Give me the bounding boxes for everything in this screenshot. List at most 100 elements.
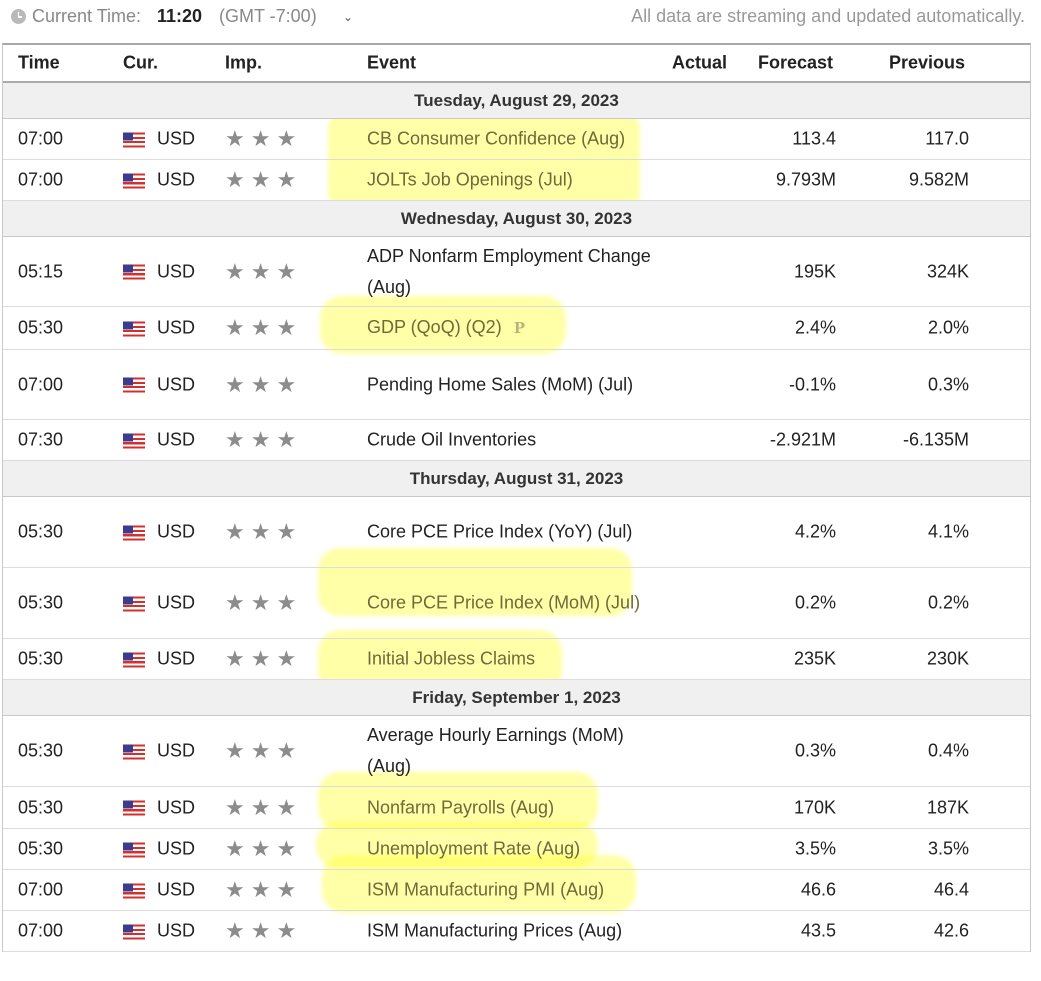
timezone-selector[interactable]: (GMT -7:00): [219, 6, 317, 26]
importance-stars-icon: ★★★: [225, 167, 303, 192]
event-name-text[interactable]: GDP (QoQ) (Q2): [367, 317, 502, 337]
event-forecast: 4.2%: [794, 521, 836, 542]
event-name[interactable]: CB Consumer Confidence (Aug): [367, 124, 657, 155]
table-row[interactable]: 05:30 USD ★★★ Core PCE Price Index (MoM) (J…: [3, 568, 1030, 639]
event-previous: 0.4%: [927, 740, 969, 761]
event-forecast: 0.2%: [794, 592, 836, 613]
importance-stars-icon: ★★★: [225, 126, 303, 151]
importance-stars-icon: ★★★: [225, 427, 303, 452]
event-previous: 324K: [926, 261, 969, 281]
table-row[interactable]: 07:30 USD ★★★ Crude Oil Inventories -2.921M -…: [3, 420, 1030, 461]
importance-stars-icon: ★★★: [225, 519, 303, 544]
us-flag-icon-shape: [123, 652, 145, 668]
event-forecast: 43.5: [800, 920, 836, 941]
us-flag-icon: [123, 522, 145, 543]
event-currency: USD: [157, 797, 196, 817]
event-name-text[interactable]: Average Hourly Earnings (MoM) (Aug): [367, 725, 624, 776]
us-flag-icon: [123, 170, 145, 191]
event-name[interactable]: Pending Home Sales (MoM) (Jul): [367, 369, 657, 400]
event-name[interactable]: Nonfarm Payrolls (Aug): [367, 792, 657, 823]
table-row[interactable]: 05:30 USD ★★★ Average Hourly Earnings (MoM)…: [3, 716, 1030, 787]
importance-stars-icon: ★★★: [225, 836, 303, 861]
event-previous: 2.0%: [927, 317, 969, 338]
streaming-note: All data are streaming and updated autom…: [631, 6, 1025, 26]
event-previous: 42.6: [933, 920, 969, 941]
us-flag-icon: [123, 797, 145, 818]
event-name[interactable]: Initial Jobless Claims: [367, 644, 657, 675]
event-forecast: 3.5%: [794, 838, 836, 859]
event-name-text[interactable]: ISM Manufacturing Prices (Aug): [367, 920, 623, 941]
event-currency: USD: [157, 879, 196, 900]
event-name[interactable]: Average Hourly Earnings (MoM) (Aug): [367, 720, 657, 782]
event-name-text[interactable]: CB Consumer Confidence (Aug): [367, 128, 626, 149]
event-currency: USD: [157, 317, 196, 338]
us-flag-icon: [123, 374, 145, 395]
event-currency: USD: [157, 592, 196, 613]
event-name[interactable]: Unemployment Rate (Aug): [367, 834, 657, 865]
us-flag-icon-shape: [123, 924, 145, 940]
table-row[interactable]: 05:30 USD ★★★ Initial Jobless Claims 235K 230…: [3, 639, 1030, 680]
event-time: 07:30: [18, 429, 64, 450]
current-time-label: Current Time:: [32, 6, 142, 26]
event-name-text[interactable]: Crude Oil Inventories: [367, 429, 537, 450]
event-name-text[interactable]: Core PCE Price Index (YoY) (Jul): [367, 521, 633, 542]
day-header: Wednesday, August 30, 2023: [3, 201, 1030, 237]
us-flag-icon-shape: [123, 842, 145, 858]
chevron-down-icon[interactable]: ⌄: [343, 10, 354, 24]
event-previous: 230K: [926, 648, 969, 669]
event-name[interactable]: Crude Oil Inventories: [367, 425, 657, 456]
clock-icon: [11, 9, 26, 24]
event-time: 05:30: [18, 521, 64, 542]
table-row[interactable]: 05:30 USD ★★★ GDP (QoQ) (Q2) P 2.4% 2.0%: [3, 307, 1030, 350]
us-flag-icon-shape: [123, 744, 145, 760]
importance-stars-icon: ★★★: [225, 258, 303, 284]
us-flag-icon-shape: [123, 883, 145, 899]
event-currency: USD: [157, 374, 196, 394]
us-flag-icon: [123, 129, 145, 150]
importance-stars-icon: ★★★: [225, 371, 303, 397]
event-name[interactable]: ISM Manufacturing PMI (Aug): [367, 875, 657, 906]
event-time: 05:30: [18, 648, 64, 669]
event-name[interactable]: Core PCE Price Index (MoM) (Jul): [367, 588, 657, 619]
table-row[interactable]: 07:00 USD ★★★ CB Consumer Confidence (Aug) 1…: [3, 119, 1030, 160]
event-name-text[interactable]: Initial Jobless Claims: [367, 648, 536, 669]
header-currency: Cur.: [123, 52, 159, 73]
event-name-text[interactable]: ADP Nonfarm Employment Change (Aug): [367, 245, 651, 297]
importance-stars-icon: ★★★: [225, 794, 303, 820]
event-currency: USD: [157, 521, 196, 542]
event-name-text[interactable]: Nonfarm Payrolls (Aug): [367, 797, 555, 817]
event-currency: USD: [157, 740, 196, 761]
event-name[interactable]: JOLTs Job Openings (Jul): [367, 165, 657, 196]
day-header: Thursday, August 31, 2023: [3, 461, 1030, 497]
event-name[interactable]: GDP (QoQ) (Q2) P: [367, 312, 657, 344]
table-row[interactable]: 05:15 USD ★★★ ADP Nonfarm Employment Change…: [3, 237, 1030, 307]
event-previous: 4.1%: [927, 521, 969, 542]
table-row[interactable]: 05:30 USD ★★★ Nonfarm Payrolls (Aug) 170K 187…: [3, 787, 1030, 829]
importance-stars-icon: ★★★: [225, 918, 303, 943]
event-name-text[interactable]: JOLTs Job Openings (Jul): [367, 169, 573, 190]
table-row[interactable]: 07:00 USD ★★★ ISM Manufacturing PMI (Aug) 46…: [3, 870, 1030, 911]
event-forecast: -2.921M: [769, 429, 836, 450]
event-name-text[interactable]: Pending Home Sales (MoM) (Jul): [367, 374, 634, 394]
table-row[interactable]: 05:30 USD ★★★ Core PCE Price Index (YoY) (J…: [3, 497, 1030, 568]
event-name-text[interactable]: Core PCE Price Index (MoM) (Jul): [367, 592, 641, 613]
event-previous: 0.3%: [927, 374, 969, 394]
header-event: Event: [367, 52, 417, 73]
table-row[interactable]: 05:30 USD ★★★ Unemployment Rate (Aug) 3.5% 3.…: [3, 829, 1030, 870]
event-previous: 117.0: [925, 128, 969, 149]
day-title: Wednesday, August 30, 2023: [400, 208, 633, 228]
event-name[interactable]: ISM Manufacturing Prices (Aug): [367, 916, 657, 947]
us-flag-icon: [123, 741, 145, 762]
event-name[interactable]: ADP Nonfarm Employment Change (Aug): [367, 241, 657, 303]
table-row[interactable]: 07:00 USD ★★★ Pending Home Sales (MoM) (Jul…: [3, 350, 1030, 420]
event-name-text[interactable]: ISM Manufacturing PMI (Aug): [367, 879, 605, 900]
importance-stars-icon: ★★★: [225, 877, 303, 902]
table-row[interactable]: 07:00 USD ★★★ ISM Manufacturing Prices (Aug…: [3, 911, 1030, 952]
event-name-text[interactable]: Unemployment Rate (Aug): [367, 838, 581, 859]
current-time-value: 11:20: [157, 6, 203, 26]
event-time: 05:30: [18, 317, 64, 338]
us-flag-icon-shape: [123, 596, 145, 612]
event-name[interactable]: Core PCE Price Index (YoY) (Jul): [367, 517, 657, 548]
event-time: 05:15: [18, 261, 64, 281]
table-row[interactable]: 07:00 USD ★★★ JOLTs Job Openings (Jul) 9.793…: [3, 160, 1030, 201]
